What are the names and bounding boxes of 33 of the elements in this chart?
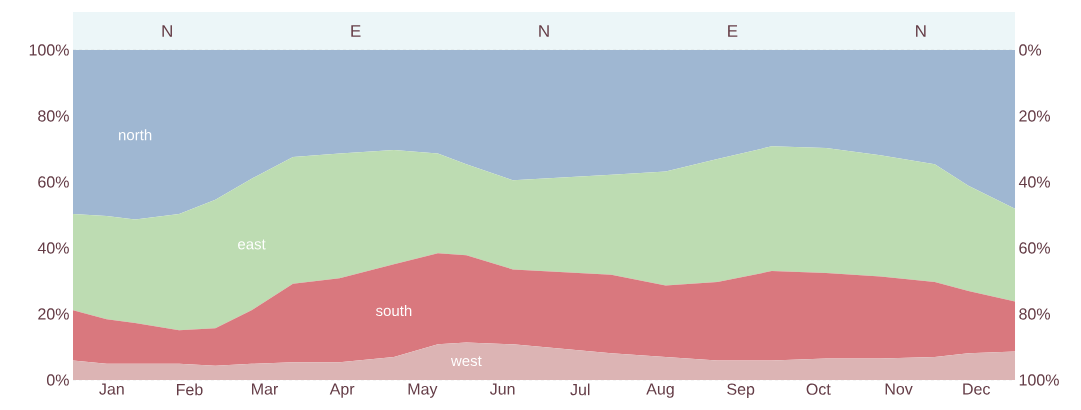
- x-tick-label: Aug: [646, 383, 674, 398]
- y2-tick-label: 20%: [1019, 110, 1051, 122]
- series-label: east: [238, 239, 266, 250]
- x-tick-label: Mar: [252, 383, 279, 395]
- y2-tick-label: 0%: [1019, 44, 1042, 56]
- series-label: north: [119, 129, 152, 141]
- x-tick-label: May: [408, 383, 438, 398]
- text: N: [162, 25, 172, 37]
- series-label: south: [375, 305, 412, 317]
- y2-tick-label: 100%: [1019, 374, 1059, 386]
- y-tick-label: 100%: [29, 44, 69, 56]
- y-tick-label: 20%: [38, 308, 69, 320]
- x-tick-label: Jun: [489, 383, 515, 395]
- x-tick-label: Jan: [99, 383, 124, 395]
- series-label: west: [450, 356, 482, 367]
- y2-tick-label: 60%: [1019, 242, 1051, 254]
- y-tick-label: 40%: [37, 242, 69, 254]
- x-tick-label: Apr: [329, 383, 355, 398]
- text: N: [539, 25, 549, 37]
- text: N: [916, 25, 926, 37]
- text: E: [728, 25, 738, 37]
- text: E: [351, 25, 361, 37]
- x-tick-label: Feb: [176, 383, 203, 396]
- y-tick-label: 0%: [46, 374, 69, 386]
- y2-tick-label: 40%: [1018, 176, 1051, 188]
- x-tick-label: Jul: [570, 383, 590, 396]
- x-tick-label: Oct: [806, 383, 831, 395]
- y2-tick-label: 80%: [1019, 308, 1051, 320]
- x-tick-label: Dec: [963, 383, 990, 395]
- y-tick-label: 60%: [38, 176, 69, 188]
- x-tick-label: Nov: [885, 383, 913, 395]
- y-tick-label: 80%: [38, 110, 69, 122]
- x-tick-label: Sep: [727, 383, 755, 399]
